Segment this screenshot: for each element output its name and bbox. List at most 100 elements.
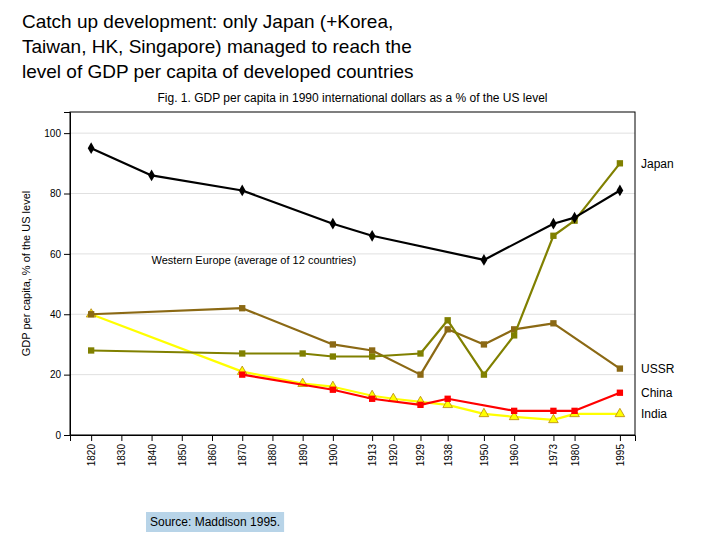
title-line: Catch up development: only Japan (+Korea…: [22, 11, 393, 32]
x-tick: 1830: [116, 435, 127, 466]
x-tick-label: 1870: [237, 444, 248, 467]
source: Source: Maddison 1995.: [146, 512, 284, 532]
series-marker: [330, 341, 336, 347]
series-marker: [550, 408, 556, 414]
x-tick-mark: [182, 435, 183, 441]
x-tick-mark: [121, 435, 122, 441]
title-line: Taiwan, HK, Singapore) managed to reach …: [22, 36, 412, 57]
series-marker: [481, 371, 487, 377]
series: [88, 305, 623, 378]
series-label: Japan: [641, 157, 674, 171]
x-tick-label: 1900: [328, 444, 339, 467]
y-tick-label: 20: [50, 369, 62, 380]
series-label: Western Europe (average of 12 countries): [152, 254, 357, 266]
x-tick: 1870: [237, 435, 248, 466]
x-tick-label: 1980: [570, 444, 581, 467]
y-tick-mark: [64, 194, 70, 195]
title: Catch up development: only Japan (+Korea…: [22, 11, 414, 82]
series-marker: [571, 408, 577, 414]
x-tick: 1995: [615, 435, 626, 466]
x-tick: 1850: [177, 435, 188, 466]
x-tick-mark: [420, 435, 421, 441]
x-axis-line: [71, 436, 636, 442]
series-marker: [617, 365, 623, 371]
series-line: [91, 308, 620, 374]
y-tick-label: 0: [55, 430, 61, 441]
y-tick-mark: [64, 375, 70, 376]
series-marker: [617, 390, 623, 396]
x-tick: 1950: [479, 435, 490, 466]
series-marker: [86, 309, 96, 317]
x-tick: 1938: [443, 435, 454, 466]
x-tick-label: 1850: [177, 444, 188, 467]
series-marker: [445, 326, 451, 332]
series-marker: [88, 311, 94, 317]
series-marker: [445, 396, 451, 402]
y-tick-label: 60: [50, 249, 62, 260]
x-tick-mark: [484, 435, 485, 441]
series: [86, 309, 624, 423]
series-marker: [550, 233, 556, 239]
series-marker: [417, 402, 423, 408]
plot-frame: [70, 112, 635, 435]
y-tick-label: 100: [44, 128, 61, 139]
series-marker: [148, 170, 155, 182]
y-tick-mark: [64, 314, 70, 315]
x-tick-mark: [212, 435, 213, 441]
series-marker: [239, 185, 246, 197]
series: [88, 142, 624, 265]
series-marker: [481, 254, 488, 266]
x-tick-mark: [372, 435, 373, 441]
series-marker: [88, 347, 94, 353]
x-tick-mark: [152, 435, 153, 441]
series-label: India: [641, 407, 667, 421]
x-tick: 1890: [298, 435, 309, 466]
source-box: [146, 512, 284, 532]
x-tick: 1920: [388, 435, 399, 466]
x-tick-mark: [575, 435, 576, 441]
series-marker: [88, 142, 95, 154]
x-tick: 1929: [415, 435, 426, 466]
grid-line: [70, 314, 635, 315]
x-tick-mark: [553, 435, 554, 441]
chart: Catch up development: only Japan (+Korea…: [0, 0, 720, 540]
x-tick-label: 1840: [147, 444, 158, 467]
series-marker: [617, 160, 623, 166]
x-tick-label: 1820: [86, 444, 97, 467]
x-tick-label: 1920: [388, 444, 399, 467]
y-tick-mark: [64, 435, 70, 436]
x-tick-label: 1938: [443, 444, 454, 467]
source-text: Source: Maddison 1995.: [150, 515, 280, 529]
series-marker: [417, 371, 423, 377]
series-marker: [511, 332, 517, 338]
series-marker: [369, 230, 376, 242]
x-tick-label: 1830: [116, 444, 127, 467]
x-tick-mark: [448, 435, 449, 441]
x-axis: 1820183018401850186018701880189019001913…: [71, 435, 636, 466]
series-marker: [481, 341, 487, 347]
series-marker: [329, 218, 336, 230]
y-tick-mark: [64, 254, 70, 255]
x-tick: 1860: [207, 435, 218, 466]
x-tick-label: 1913: [367, 444, 378, 467]
x-tick-mark: [303, 435, 304, 441]
series-marker: [239, 350, 245, 356]
series-label: USSR: [641, 362, 675, 376]
series-marker: [615, 408, 625, 416]
series-line: [91, 163, 620, 374]
series-marker: [571, 212, 578, 224]
x-tick: 1840: [147, 435, 158, 466]
series-labels: Western Europe (average of 12 countries)…: [152, 157, 675, 422]
x-tick: 1980: [570, 435, 581, 466]
series: [88, 160, 623, 378]
series-marker: [330, 353, 336, 359]
series-line: [91, 314, 620, 420]
grid-line: [70, 374, 635, 375]
x-tick-mark: [393, 435, 394, 441]
x-tick-label: 1960: [509, 444, 520, 467]
grid: [70, 133, 635, 435]
series-marker: [511, 408, 517, 414]
series-line: [242, 375, 620, 411]
series: [239, 371, 623, 414]
x-tick-mark: [514, 435, 515, 441]
